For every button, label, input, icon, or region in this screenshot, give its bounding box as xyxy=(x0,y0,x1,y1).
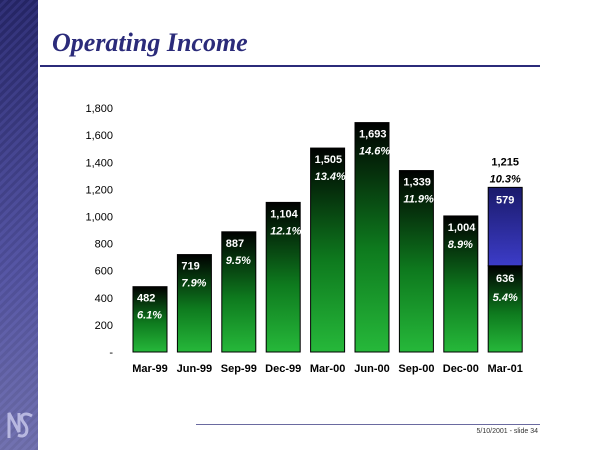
slide-footer: 5/10/2001 - slide 34 xyxy=(476,428,539,435)
bar-segment-green xyxy=(487,265,523,353)
margin-label: 14.6% xyxy=(359,146,390,158)
margin-label: 6.1% xyxy=(137,310,162,322)
x-tick-label: Sep-99 xyxy=(221,363,257,375)
company-logo-icon xyxy=(7,412,33,438)
margin-label: 9.5% xyxy=(226,255,251,267)
margin-label: 10.3% xyxy=(490,173,521,185)
y-tick-label: 1,000 xyxy=(85,212,113,224)
x-tick-label: Dec-00 xyxy=(443,363,479,375)
bar xyxy=(132,286,168,353)
bar-segment-blue xyxy=(487,186,523,267)
title-underline xyxy=(40,65,540,67)
y-tick-label: 1,200 xyxy=(85,184,113,196)
data-label: 1,505 xyxy=(315,154,343,166)
x-tick-label: Mar-99 xyxy=(132,363,167,375)
x-tick-label: Jun-00 xyxy=(354,363,389,375)
margin-label: 12.1% xyxy=(270,225,301,237)
bar xyxy=(398,170,434,353)
data-label: 1,339 xyxy=(403,177,431,189)
data-label: 1,004 xyxy=(448,222,476,234)
data-label: 1,693 xyxy=(359,129,387,141)
y-tick-label: 200 xyxy=(95,320,113,332)
x-tick-label: Mar-00 xyxy=(310,363,345,375)
bar xyxy=(354,122,390,353)
x-tick-label: Sep-00 xyxy=(398,363,434,375)
bar xyxy=(221,231,257,353)
sidebar-decoration xyxy=(0,0,38,450)
bar xyxy=(176,254,212,353)
bar xyxy=(310,147,346,353)
footer-divider xyxy=(196,424,540,425)
margin-label: 7.9% xyxy=(181,278,206,290)
data-label: 1,104 xyxy=(270,208,298,220)
margin-label: 13.4% xyxy=(315,171,346,183)
y-tick-label: 600 xyxy=(95,266,113,278)
bar xyxy=(265,201,301,353)
margin-label: 11.9% xyxy=(403,194,434,206)
data-label: 719 xyxy=(181,261,199,273)
y-tick-label: 1,800 xyxy=(85,103,113,115)
y-tick-label: 800 xyxy=(95,239,113,251)
data-label: 636 xyxy=(496,273,514,285)
x-tick-label: Mar-01 xyxy=(487,363,522,375)
margin-label: 8.9% xyxy=(448,239,473,251)
x-tick-label: Jun-99 xyxy=(177,363,212,375)
data-label: 1,215 xyxy=(491,156,519,168)
data-label: 887 xyxy=(226,238,244,250)
data-label: 482 xyxy=(137,293,155,305)
y-tick-label: 1,600 xyxy=(85,130,113,142)
y-tick-label: 400 xyxy=(95,293,113,305)
bar xyxy=(443,215,479,353)
slide-title: Operating Income xyxy=(52,28,248,57)
y-tick-label: - xyxy=(109,347,113,359)
y-tick-label: 1,400 xyxy=(85,157,113,169)
margin-label: 5.4% xyxy=(493,292,518,304)
x-tick-label: Dec-99 xyxy=(265,363,301,375)
data-label: 579 xyxy=(496,194,514,206)
